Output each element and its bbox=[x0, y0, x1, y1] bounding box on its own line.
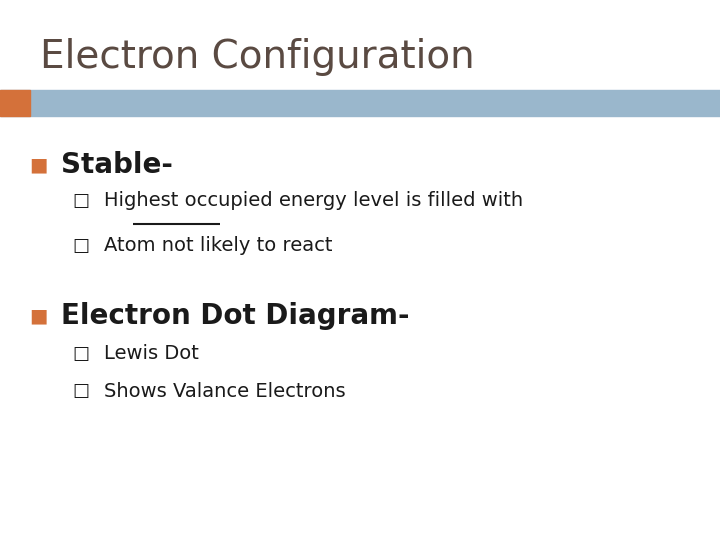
Text: Electron Configuration: Electron Configuration bbox=[40, 38, 474, 76]
Text: Shows Valance Electrons: Shows Valance Electrons bbox=[104, 382, 346, 401]
Text: ■: ■ bbox=[29, 306, 48, 326]
Text: Atom not likely to react: Atom not likely to react bbox=[104, 236, 333, 255]
Text: ■: ■ bbox=[29, 155, 48, 174]
Text: □: □ bbox=[72, 382, 89, 401]
Text: □: □ bbox=[72, 345, 89, 363]
Text: Lewis Dot: Lewis Dot bbox=[104, 344, 199, 363]
Text: Electron Dot Diagram-: Electron Dot Diagram- bbox=[61, 302, 410, 330]
Bar bbox=[0, 90, 30, 116]
Text: □: □ bbox=[72, 237, 89, 255]
Text: Highest occupied energy level is filled with: Highest occupied energy level is filled … bbox=[104, 191, 523, 211]
Text: □: □ bbox=[72, 192, 89, 210]
Bar bbox=[0, 90, 720, 116]
Text: Stable-: Stable- bbox=[61, 151, 173, 179]
